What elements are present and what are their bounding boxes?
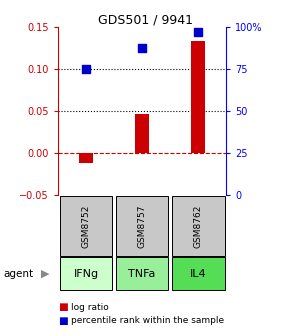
Text: ▶: ▶ [41, 269, 49, 279]
Point [140, 45, 144, 51]
Point [84, 66, 88, 72]
Text: ■: ■ [58, 302, 68, 312]
Text: TNFa: TNFa [128, 269, 156, 279]
Bar [172, 196, 224, 256]
Text: GDS501 / 9941: GDS501 / 9941 [97, 13, 193, 27]
Bar [79, 153, 93, 163]
Text: IFNg: IFNg [73, 269, 99, 279]
Text: ■: ■ [58, 316, 68, 326]
Bar [116, 196, 168, 256]
Bar [116, 257, 168, 290]
Text: log ratio: log ratio [71, 303, 109, 312]
Text: agent: agent [3, 269, 33, 279]
Text: GSM8757: GSM8757 [137, 204, 147, 248]
Bar [191, 41, 205, 153]
Text: GSM8762: GSM8762 [194, 204, 203, 248]
Bar [60, 196, 113, 256]
Text: GSM8752: GSM8752 [81, 204, 90, 248]
Text: IL4: IL4 [190, 269, 206, 279]
Point [196, 29, 200, 35]
Bar [135, 114, 149, 153]
Text: percentile rank within the sample: percentile rank within the sample [71, 317, 224, 325]
Bar [172, 257, 224, 290]
Bar [60, 257, 113, 290]
